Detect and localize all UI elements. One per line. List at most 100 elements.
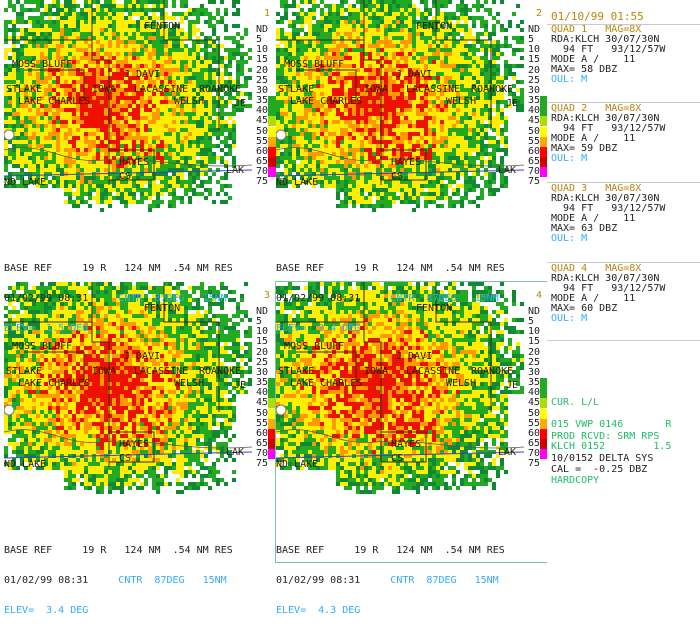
city-label-je: JE [234,380,247,391]
radar-quad-2[interactable]: 2 FENTON MOSS BLUFF J DAVI STLAKE IOWA LACASS… [276,0,548,282]
radar-quad-4[interactable]: 4 FENTON MOSS BLUFF J DAVI STLAKE IOWA LACASS… [276,282,548,564]
scale-label: 25 [256,74,269,86]
scale-label: 15 [256,336,269,348]
scale-label: 55 [528,135,541,147]
scale-label: 55 [528,417,541,429]
scale-swatch [540,449,548,460]
scale-swatch [540,408,548,419]
scale-swatch [540,126,548,137]
scale-swatch [540,418,548,429]
scale-label: 60 [528,427,541,439]
quad-footer-4: BASE REF 19 R 124 NM .54 NM RES 01/02/99… [276,526,548,626]
scale-swatch [540,307,548,317]
scale-label: 35 [256,95,269,107]
scale-label: 25 [528,74,541,86]
scale-swatch [540,438,548,449]
scale-swatch [268,357,276,368]
city-label-je: JE [234,98,247,109]
city-label-lak: LAK [498,165,517,176]
scale-label: 45 [528,397,541,409]
scale-label: 75 [256,176,269,188]
quad-info-3-header[interactable]: QUAD 3 MAG=8X [551,183,642,194]
radar-map-4 [276,282,524,522]
scale-swatch [268,418,276,429]
scale-label: 55 [256,135,269,147]
scale-label: ND [528,24,541,35]
divider [547,340,700,341]
city-label-nd-lake: ND LAKE [4,459,47,470]
scale-label: 20 [528,64,541,76]
quad-info-4-ft: 94 FT 93/12/57W [551,283,666,294]
hardcopy-button[interactable]: HARDCOPY [551,475,600,486]
city-label-fenton: FENTON [144,21,181,32]
quad-info-3-ft: 94 FT 93/12/57W [551,203,666,214]
scale-swatch [540,428,548,439]
quad-info-2-ft: 94 FT 93/12/57W [551,123,666,134]
delta-sys: 10/0152 DELTA SYS [551,453,654,464]
city-label-fenton: FENTON [416,21,453,32]
scale-label: 15 [528,54,541,66]
scale-swatch [540,136,548,147]
quad-info-4-header[interactable]: QUAD 4 MAG=8X [551,263,642,274]
footer-center: CNTR 87DEG 15NM [390,293,499,304]
scale-label: 40 [256,387,269,399]
quad-info-2-header[interactable]: QUAD 2 MAG=8X [551,103,642,114]
radar-quad-3[interactable]: 3 FENTON MOSS BLUFF J DAVI STLAKE IOWA LACASS… [4,282,276,564]
scale-label: 25 [528,356,541,368]
scale-label: 50 [528,407,541,419]
footer-datetime: 01/02/99 08:31 [276,575,361,586]
scale-label: 20 [256,346,269,358]
footer-center: CNTR 87DEG 15NM [118,575,227,586]
scale-swatch [268,459,276,470]
calibration: CAL = -0.25 DBZ [551,464,648,475]
scale-label: ND [528,306,541,317]
footer-elevation: ELEV= 3.4 DEG [4,605,89,616]
scale-swatch [268,45,276,56]
quad-info-1-mode: MODE A / 11 [551,54,636,65]
radar-quad-1[interactable]: 1 FENTON MOSS BLUFF J DAVI STLAKE IOWA LACASS… [4,0,276,282]
scale-label: 45 [256,397,269,409]
scale-swatch [540,55,548,66]
footer-center: CNTR 87DEG 15NM [118,293,227,304]
scale-label: 60 [256,145,269,157]
cursor-readout[interactable]: CUR. L/L [551,397,600,408]
city-label-lake-charles: LAKE CHARLES [290,96,363,107]
scale-label: 65 [528,156,541,168]
scale-swatch [540,35,548,46]
city-label-roanoke: ROANOKE [471,366,514,377]
scale-swatch [268,136,276,147]
quad-footer-1: BASE REF 19 R 124 NM .54 NM RES 01/02/99… [4,244,276,344]
quad-info-1-header[interactable]: QUAD 1 MAG=8X [551,24,642,35]
scale-label: 40 [256,105,269,117]
footer-elevation: ELEV= 1.5 DEG [4,323,89,334]
city-label-j-davi: J DAVI [124,351,161,362]
scale-swatch [540,75,548,86]
quad-info-4-max: MAX= 60 DBZ [551,303,618,314]
scale-label: 75 [528,176,541,188]
scale-swatch [268,317,276,328]
scale-label: 30 [528,84,541,96]
city-label-lacassine: LACASSINE [406,84,461,95]
scale-label: 20 [256,64,269,76]
scale-swatch [268,438,276,449]
scale-swatch [268,307,276,317]
scale-swatch [540,167,548,178]
dbz-color-scale: ND 5 10 15 20 25 30 35 40 45 50 55 60 65 70 75 [256,24,276,188]
scale-label: 10 [528,44,541,56]
footer-datetime: 01/02/99 08:31 [4,575,89,586]
scale-swatch [268,398,276,409]
scale-label: ND [256,24,269,35]
quad-info-4-rda: RDA:KLCH 30/07/30N [551,273,660,284]
divider [547,102,700,103]
scale-label: 70 [528,448,541,460]
scale-label: 75 [528,458,541,470]
dbz-color-scale: ND 5 10 15 20 25 30 35 40 45 50 55 60 65 70 75 [528,306,548,470]
scale-swatch [540,347,548,358]
scale-label: 15 [256,54,269,66]
scale-label: 45 [528,115,541,127]
footer-elevation: ELEV= 4.3 DEG [276,605,361,616]
city-label-lacassine: LACASSINE [406,366,461,377]
city-label-welsh: WELSH [446,378,477,389]
scale-swatch [268,408,276,419]
footer-product-line: BASE REF 19 R 124 NM .54 NM RES [276,263,505,274]
